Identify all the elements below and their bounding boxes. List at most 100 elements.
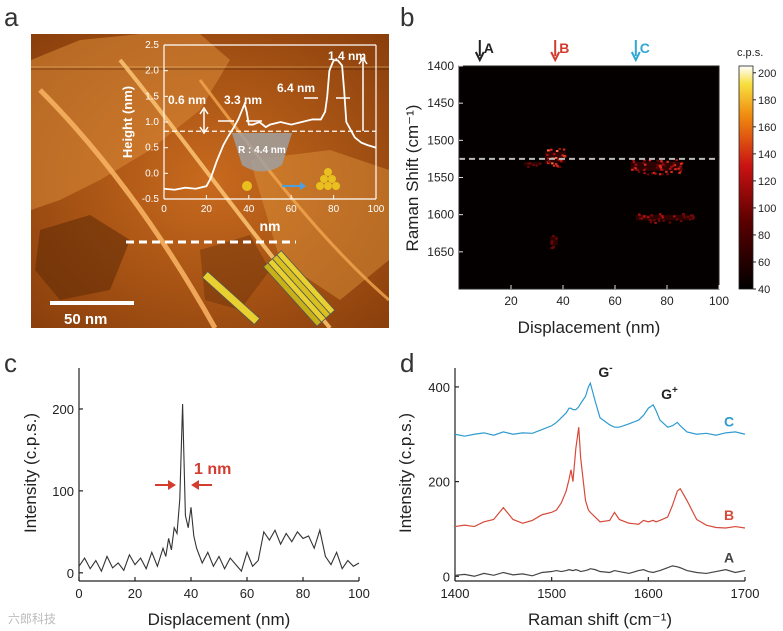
heatmap-background xyxy=(459,66,719,289)
heatmap-pixel xyxy=(661,216,665,219)
panel-label-b: b xyxy=(400,2,414,32)
heatmap-pixel xyxy=(547,157,550,160)
marker-label-A: A xyxy=(484,40,494,56)
heatmap-pixel xyxy=(632,161,636,164)
annot-arrowhead xyxy=(199,126,209,135)
inset-x-tick-label: 80 xyxy=(328,204,340,215)
heatmap-pixel xyxy=(650,219,653,222)
heatmap-pixel xyxy=(539,162,542,165)
heatmap-pixel xyxy=(561,154,565,157)
heatmap-pixel xyxy=(677,167,680,170)
heatmap-pixel xyxy=(554,156,558,159)
heatmap-pixel xyxy=(636,169,639,172)
raman-spectra-panel: 1400 1500 1600 1700 0 200 400 C B A G- G+ Raman s… xyxy=(396,363,759,629)
c-x-tick-label: 100 xyxy=(348,586,370,601)
peak-label: G+ xyxy=(661,385,678,402)
c-x-tick-label: 60 xyxy=(240,586,254,601)
inset-x-tick-label: 40 xyxy=(243,204,255,215)
d-y-tick-label: 0 xyxy=(443,569,450,584)
afm-terrace xyxy=(31,34,230,210)
heatmap-pixel xyxy=(532,164,535,167)
heatmap-spot-base xyxy=(550,236,558,246)
d-xlabel: Raman shift (cm⁻¹) xyxy=(528,610,672,629)
heatmap-pixel xyxy=(631,168,634,171)
inset-x-tick-label: 0 xyxy=(161,204,167,215)
heatmap-pixel xyxy=(657,219,661,222)
annot-radius: R : 4.4 nm xyxy=(238,145,286,156)
heatmap-pixel xyxy=(643,215,646,218)
spectrum-C xyxy=(454,381,746,437)
heatmap-pixel xyxy=(655,166,659,169)
heatmap-pixel xyxy=(642,169,646,172)
heatmap-pixel xyxy=(672,161,676,164)
heatmap-pixel xyxy=(668,221,672,224)
blue-arrowhead xyxy=(300,182,306,190)
colorbar-label: c.p.s. xyxy=(737,47,763,59)
heatmap-spot-base xyxy=(635,214,693,221)
heatmap-pixel xyxy=(661,163,665,166)
bundle-schematic xyxy=(262,250,336,327)
heatmap-pixel xyxy=(643,163,647,166)
heatmap-pixel xyxy=(550,240,554,243)
heatmap-pixel xyxy=(654,172,657,175)
colorbar-tick-label: 100 xyxy=(758,203,776,215)
colorbar xyxy=(738,65,754,290)
inset-y-tick-label: 0.0 xyxy=(145,168,159,179)
heatmap-pixel xyxy=(552,164,556,167)
heatmap-y-tick-label: 1500 xyxy=(427,133,454,147)
heatmap-y-tick-label: 1650 xyxy=(427,245,454,259)
colorbar-tick-label: 180 xyxy=(758,95,776,107)
heatmap-pixel xyxy=(553,153,556,156)
heatmap-pixel xyxy=(650,213,653,216)
heatmap-pixel xyxy=(527,165,530,168)
heatmap-pixel xyxy=(675,159,678,162)
heatmap-pixel xyxy=(643,159,646,162)
colorbar-tick-label: 160 xyxy=(758,122,776,134)
heatmap-pixel xyxy=(688,218,692,221)
peak-label-sup: - xyxy=(609,363,612,374)
heatmap-pixel xyxy=(666,160,669,163)
d-x-tick-label: 1600 xyxy=(634,586,663,601)
heatmap-pixel xyxy=(692,216,695,219)
annot-0-6nm: 0.6 nm xyxy=(168,93,206,107)
panel-label-c: c xyxy=(4,348,17,378)
watermark: 六郎科技 xyxy=(8,612,56,626)
fwhm-arrowhead-left xyxy=(168,480,176,490)
heatmap-pixel xyxy=(659,167,663,170)
c-y-tick-label: 100 xyxy=(52,484,74,499)
d-y-tick-label: 200 xyxy=(428,475,450,490)
d-ylabel: Intensity (c.p.s.) xyxy=(396,413,415,533)
heatmap-pixel xyxy=(535,164,539,167)
heatmap-pixel xyxy=(661,168,665,171)
spectrum-B xyxy=(454,427,746,529)
inset-y-tick-label: 0.5 xyxy=(145,143,159,154)
heatmap-pixel xyxy=(649,221,653,224)
heatmap-spot-base xyxy=(524,162,540,166)
heatmap-pixel xyxy=(658,164,662,167)
heatmap-pixel xyxy=(643,172,646,175)
d-y-tick-label: 400 xyxy=(428,380,450,395)
heatmap-pixel xyxy=(660,169,663,172)
heatmap-pixel xyxy=(546,149,550,152)
colorbar-tick-label: 200 xyxy=(758,68,776,80)
inset-x-tick-label: 20 xyxy=(201,204,213,215)
heatmap-pixel xyxy=(658,173,662,176)
peak-label-sup: + xyxy=(672,385,678,396)
heatmap-pixel xyxy=(683,216,686,219)
heatmap-x-tick-label: 60 xyxy=(608,294,622,308)
inset-xlabel: nm xyxy=(260,218,281,234)
d-x-tick-label: 1400 xyxy=(441,586,470,601)
c-x-tick-label: 40 xyxy=(184,586,198,601)
c-x-tick-label: 80 xyxy=(296,586,310,601)
spectrum-label-A: A xyxy=(724,550,734,566)
single-tube-schematic xyxy=(201,271,261,325)
heatmap-pixel xyxy=(679,220,683,223)
heatmap-pixel xyxy=(686,215,690,218)
heatmap-pixel xyxy=(562,148,566,151)
heatmap-pixel xyxy=(552,245,555,248)
colorbar-tick-label: 120 xyxy=(758,176,776,188)
heatmap-pixel xyxy=(634,167,637,170)
heatmap-pixel xyxy=(635,168,638,171)
heatmap-pixel xyxy=(680,162,683,165)
annot-6-4nm: 6.4 nm xyxy=(277,81,315,95)
